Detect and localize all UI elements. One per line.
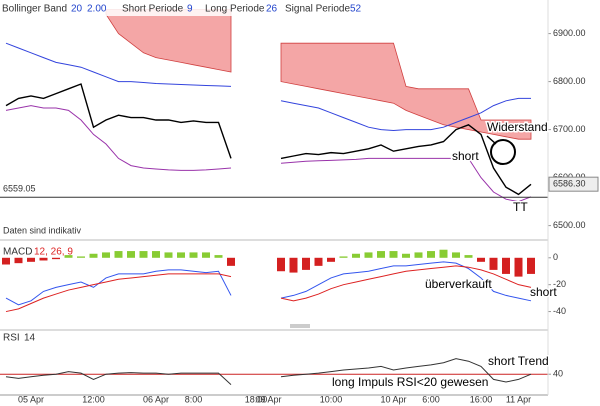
x-tick-label: 09 Apr <box>255 394 281 404</box>
series-line <box>5 358 532 385</box>
bar <box>14 257 23 264</box>
arrow <box>486 135 497 145</box>
bar <box>164 252 173 258</box>
bar <box>314 257 323 266</box>
annotation: Widerstand <box>487 120 548 134</box>
param-label: Long Periode <box>205 4 265 15</box>
bar <box>89 253 98 258</box>
y-tick-label: -20 <box>553 279 566 289</box>
series-line <box>5 261 532 306</box>
legend-background <box>0 0 360 16</box>
x-tick-label: 06 Apr <box>143 394 169 404</box>
x-tick-label: 16:00 <box>470 394 493 404</box>
annotation: short <box>530 285 557 299</box>
level-label: 6559.05 <box>3 184 36 194</box>
bar <box>52 257 60 260</box>
bar <box>427 251 435 258</box>
bar <box>39 257 48 261</box>
y-tick-label: 6500.00 <box>553 220 586 230</box>
bar <box>114 251 123 258</box>
bar <box>139 251 148 258</box>
panel-title: RSI <box>3 333 20 344</box>
bar <box>377 251 385 258</box>
y-tick-label: 0 <box>553 252 558 262</box>
bar <box>189 252 198 258</box>
bar <box>452 252 460 258</box>
bar <box>127 251 135 258</box>
x-tick-label: 6:00 <box>422 394 440 404</box>
panel-params: 14 <box>24 333 36 344</box>
bar <box>302 257 310 270</box>
splitter-handle <box>290 324 310 328</box>
last-price-box <box>548 176 599 192</box>
cloud <box>280 42 532 140</box>
last-price-label: 6586.30 <box>553 179 586 189</box>
bar <box>177 252 185 258</box>
panel-title: MACD <box>3 247 32 258</box>
annotation: TT <box>513 200 528 214</box>
bar <box>102 252 110 258</box>
param-label: Short Periode <box>122 4 184 15</box>
y-tick-label: -40 <box>553 306 566 316</box>
bar <box>464 255 473 258</box>
bar <box>502 257 510 274</box>
bar <box>402 253 410 258</box>
x-tick-label: 8:00 <box>185 394 203 404</box>
param-label: Bollinger Band <box>2 4 67 15</box>
bar <box>339 256 348 258</box>
x-tick-label: 05 Apr <box>18 394 44 404</box>
bar <box>364 252 373 258</box>
param-value: 9 <box>187 4 193 15</box>
bar <box>227 257 235 266</box>
param-value: 52 <box>350 4 362 15</box>
bar <box>64 255 73 258</box>
bar <box>477 257 485 262</box>
series-line <box>5 83 532 196</box>
annotation: long Impuls RSI<20 gewesen <box>332 375 488 389</box>
y-tick-label: 40 <box>553 369 563 379</box>
annotation: short <box>452 149 479 163</box>
y-tick-label: 6700.00 <box>553 124 586 134</box>
series-line <box>5 42 531 132</box>
bar <box>77 256 85 258</box>
bar <box>439 249 448 258</box>
param-value: 26 <box>266 4 278 15</box>
y-tick-label: 6900.00 <box>553 28 586 38</box>
param-value: 20 <box>71 4 83 15</box>
series-line <box>5 265 532 313</box>
highlight-circle <box>490 139 516 165</box>
bar <box>214 255 223 258</box>
bar <box>527 257 535 274</box>
bar <box>277 257 285 272</box>
bar <box>2 257 10 265</box>
plots: 6900.006800.006700.006600.006500.006559.… <box>0 9 599 404</box>
note: Daten sind indikativ <box>3 225 82 235</box>
x-tick-label: 11 Apr <box>506 394 531 404</box>
panel-params: 12, 26, 9 <box>34 247 73 258</box>
y-tick-label: 6800.00 <box>553 76 586 86</box>
bar <box>152 251 160 258</box>
bar <box>414 252 423 258</box>
param-label: Signal Periode <box>285 4 350 15</box>
bar <box>489 257 498 270</box>
bar <box>352 253 360 258</box>
annotation: short Trend <box>488 354 549 368</box>
param-value: 2.00 <box>87 4 107 15</box>
bar <box>389 251 398 258</box>
x-tick-label: 10 Apr <box>380 394 406 404</box>
x-tick-label: 12:00 <box>82 394 105 404</box>
bar <box>289 257 298 273</box>
annotation: überverkauft <box>425 277 492 291</box>
x-tick-label: 18:00 <box>245 394 268 404</box>
bar <box>514 257 523 277</box>
bar <box>327 257 335 262</box>
bar <box>202 252 210 258</box>
series-line <box>5 105 532 203</box>
x-tick-label: 10:00 <box>320 394 343 404</box>
bar <box>27 257 35 262</box>
